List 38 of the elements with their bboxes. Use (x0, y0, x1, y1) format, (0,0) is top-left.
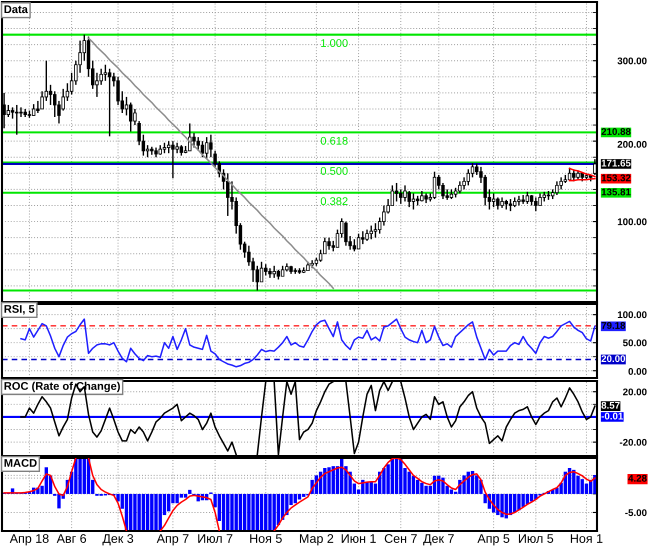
ref-line-label: 135.81 (602, 188, 631, 196)
data-label: 153.32 (602, 174, 631, 182)
x-tick-label: Апр 18 (10, 534, 49, 546)
x-tick-label: Июн 1 (342, 534, 376, 543)
y-tick-label: 100.00 (618, 218, 647, 226)
x-tick-label: Ноя 1 (570, 534, 602, 543)
x-tick-label: Сен 7 (384, 534, 417, 543)
x-tick-label: Мар 2 (300, 534, 334, 546)
ref-line-label: 210.88 (602, 128, 631, 135)
y-tick-label: -5.00 (625, 509, 647, 516)
ref-line-label: 171.65 (602, 160, 631, 167)
annotation: 0.500 (320, 166, 348, 175)
ref-line-label: -0.01 (602, 412, 624, 420)
x-tick-label: Ноя 5 (250, 534, 282, 543)
ref-line-label: 20.00 (602, 355, 626, 362)
data-label: 79.18 (602, 322, 626, 329)
x-tick-label: Июл 5 (518, 534, 554, 543)
y-tick-label: 100.00 (618, 311, 647, 318)
chart-title: RSI, 5 (4, 305, 34, 315)
annotation: 0.382 (320, 197, 348, 206)
x-tick-label: Дек 7 (423, 534, 454, 546)
y-tick-label: -20.00 (620, 438, 647, 446)
x-tick-label: Дек 3 (102, 534, 134, 546)
annotation: 1.000 (321, 39, 348, 47)
y-tick-label: 50.00 (622, 339, 647, 346)
y-tick-label: 200.00 (618, 140, 647, 148)
annotation: 0.618 (320, 136, 348, 145)
x-tick-label: Авг 6 (56, 534, 86, 543)
x-tick-label: Апр 7 (156, 534, 189, 546)
x-tick-label: Апр 5 (477, 534, 510, 546)
chart-title: Data (4, 5, 28, 14)
y-tick-label: 4.28 (628, 474, 647, 482)
x-tick-label: Июл 7 (198, 534, 232, 543)
data-label: 8.57 (601, 402, 620, 409)
y-tick-label: 20.00 (623, 388, 647, 396)
y-tick-label: 0.00 (628, 368, 647, 375)
y-tick-label: 300.00 (617, 57, 647, 64)
chart-title: MACD (4, 459, 37, 467)
